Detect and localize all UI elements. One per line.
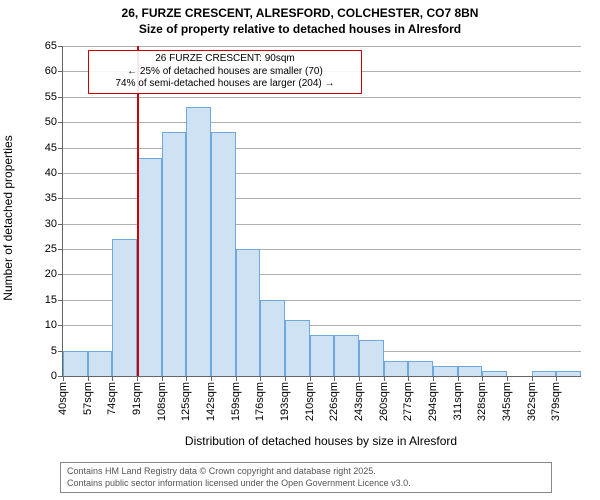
histogram-bar <box>162 132 187 376</box>
ytick-label: 25 <box>45 243 63 255</box>
xtick-label: 193sqm <box>279 376 291 421</box>
xtick-label: 345sqm <box>501 376 513 421</box>
ytick-label: 30 <box>45 218 63 230</box>
annotation-line: ← 25% of detached houses are smaller (70… <box>95 66 355 79</box>
xtick-label: 362sqm <box>526 376 538 421</box>
subject-marker-line <box>137 46 139 376</box>
annotation-box: 26 FURZE CRESCENT: 90sqm← 25% of detache… <box>88 50 362 94</box>
ytick-label: 65 <box>45 40 63 52</box>
histogram-bar <box>334 335 359 376</box>
ytick-label: 15 <box>45 294 63 306</box>
histogram-bar <box>310 335 335 376</box>
histogram-bar <box>186 107 211 376</box>
xtick-label: 226sqm <box>328 376 340 421</box>
gridline <box>63 97 581 98</box>
histogram-bar <box>384 361 409 376</box>
xtick-label: 328sqm <box>476 376 488 421</box>
ytick-label: 5 <box>51 345 63 357</box>
plot-area: 0510152025303540455055606540sqm57sqm74sq… <box>62 46 581 377</box>
histogram-bar <box>359 340 384 376</box>
histogram-bar <box>433 366 458 376</box>
xtick-label: 159sqm <box>230 376 242 421</box>
histogram-bar <box>137 158 162 376</box>
footer-attribution: Contains HM Land Registry data © Crown c… <box>60 462 552 493</box>
xtick-label: 210sqm <box>304 376 316 421</box>
gridline <box>63 46 581 47</box>
xtick-label: 277sqm <box>402 376 414 421</box>
ytick-label: 55 <box>45 91 63 103</box>
histogram-bar <box>63 351 88 376</box>
xtick-label: 243sqm <box>353 376 365 421</box>
title-line-2: Size of property relative to detached ho… <box>0 22 600 38</box>
footer-line: Contains public sector information licen… <box>67 478 545 490</box>
xtick-label: 142sqm <box>205 376 217 421</box>
histogram-bar <box>236 249 261 376</box>
ytick-label: 20 <box>45 268 63 280</box>
gridline <box>63 122 581 123</box>
chart-container: 26, FURZE CRESCENT, ALRESFORD, COLCHESTE… <box>0 0 600 500</box>
ytick-label: 60 <box>45 65 63 77</box>
xtick-label: 108sqm <box>156 376 168 421</box>
xtick-label: 294sqm <box>427 376 439 421</box>
histogram-bar <box>458 366 483 376</box>
ytick-label: 10 <box>45 319 63 331</box>
gridline <box>63 148 581 149</box>
xtick-label: 74sqm <box>106 376 118 415</box>
footer-line: Contains HM Land Registry data © Crown c… <box>67 466 545 478</box>
xtick-label: 91sqm <box>131 376 143 415</box>
histogram-bar <box>211 132 236 376</box>
xtick-label: 311sqm <box>452 376 464 420</box>
ytick-label: 45 <box>45 142 63 154</box>
histogram-bar <box>408 361 433 376</box>
annotation-line: 74% of semi-detached houses are larger (… <box>95 78 355 91</box>
histogram-bar <box>285 320 310 376</box>
xtick-label: 379sqm <box>550 376 562 421</box>
xtick-label: 176sqm <box>254 376 266 421</box>
histogram-bar <box>112 239 137 376</box>
annotation-line: 26 FURZE CRESCENT: 90sqm <box>95 53 355 66</box>
xtick-label: 57sqm <box>82 376 94 415</box>
ytick-label: 40 <box>45 167 63 179</box>
ytick-label: 35 <box>45 192 63 204</box>
y-axis-label: Number of detached properties <box>1 53 15 383</box>
histogram-bar <box>88 351 113 376</box>
xtick-label: 125sqm <box>180 376 192 421</box>
xtick-label: 260sqm <box>378 376 390 421</box>
xtick-label: 40sqm <box>57 376 69 415</box>
title-line-1: 26, FURZE CRESCENT, ALRESFORD, COLCHESTE… <box>0 6 600 22</box>
x-axis-label: Distribution of detached houses by size … <box>62 434 580 448</box>
chart-titles: 26, FURZE CRESCENT, ALRESFORD, COLCHESTE… <box>0 0 600 37</box>
histogram-bar <box>260 300 285 376</box>
ytick-label: 50 <box>45 116 63 128</box>
